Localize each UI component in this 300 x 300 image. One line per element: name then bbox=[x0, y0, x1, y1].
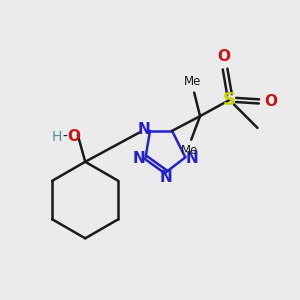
Text: N: N bbox=[137, 122, 150, 137]
Text: N: N bbox=[160, 170, 172, 185]
Text: O: O bbox=[217, 49, 230, 64]
Text: N: N bbox=[133, 151, 146, 166]
Text: N: N bbox=[185, 151, 198, 166]
Text: -: - bbox=[62, 130, 67, 144]
Text: O: O bbox=[67, 129, 80, 144]
Text: H: H bbox=[52, 130, 62, 144]
Text: S: S bbox=[223, 91, 236, 109]
Text: O: O bbox=[264, 94, 277, 109]
Text: Me: Me bbox=[184, 75, 201, 88]
Text: Me: Me bbox=[181, 144, 198, 157]
